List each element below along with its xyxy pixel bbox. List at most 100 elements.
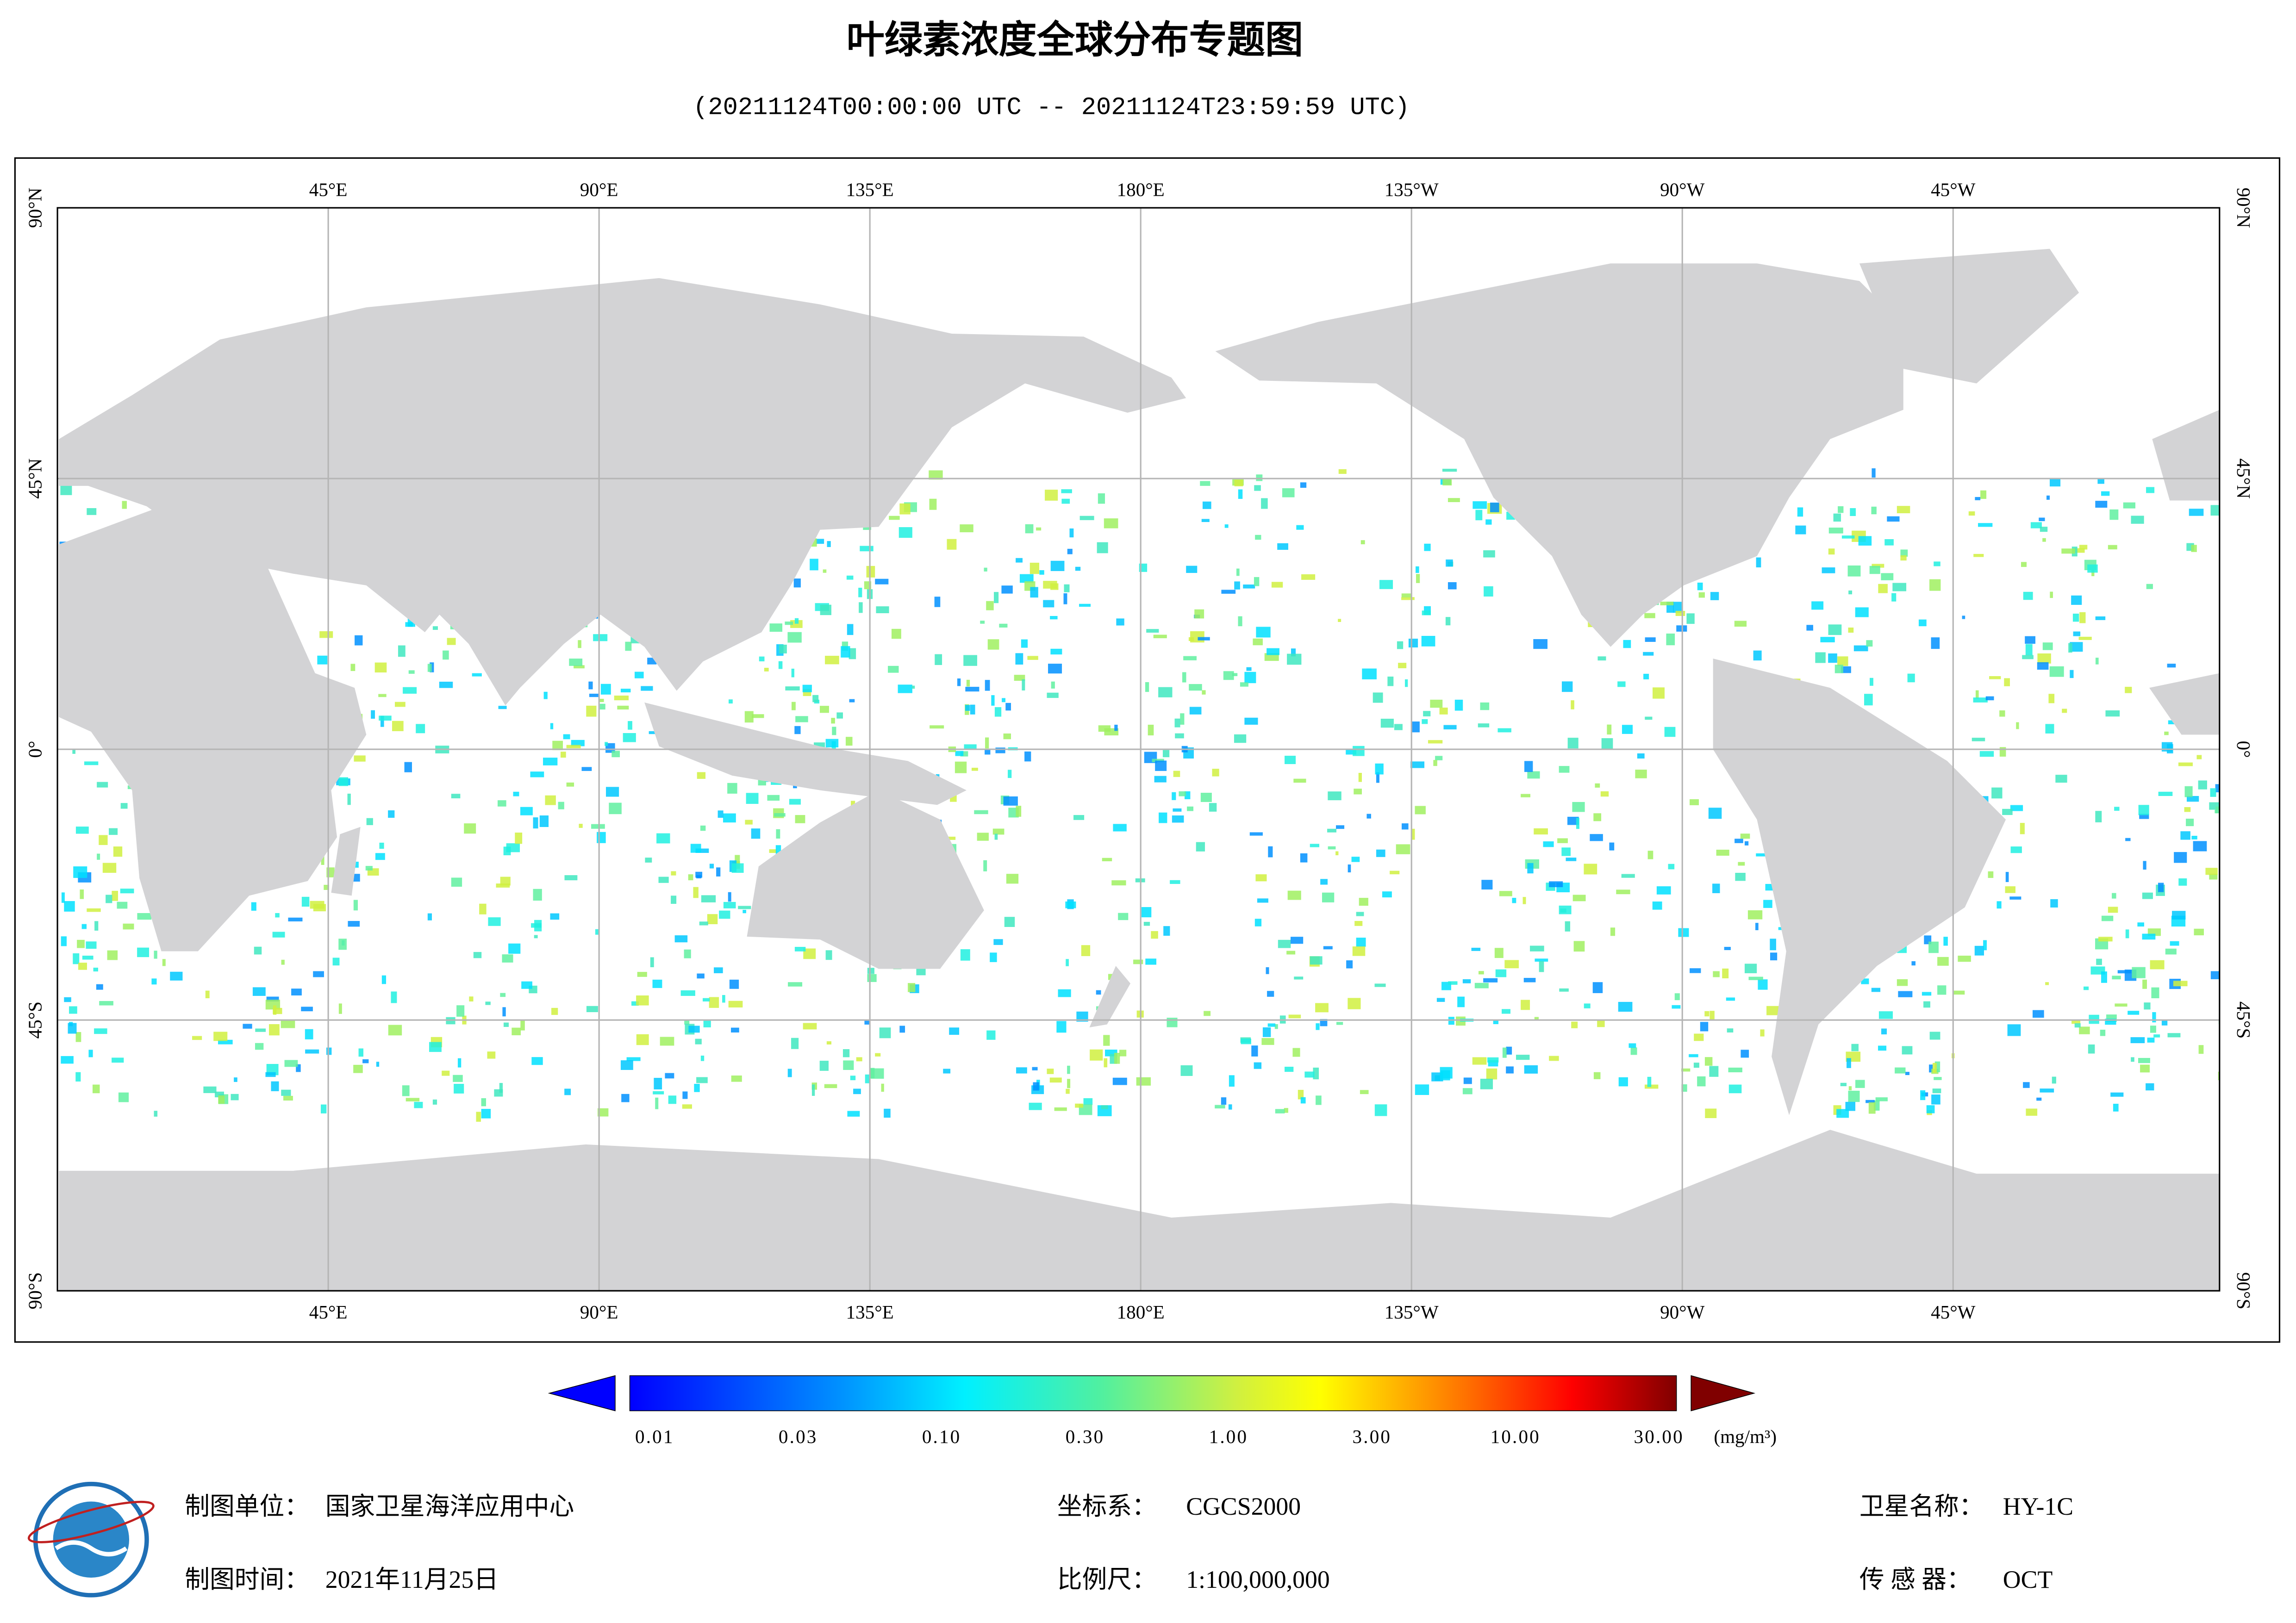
data-patch bbox=[1753, 650, 1762, 661]
data-patch bbox=[1617, 681, 1626, 687]
data-patch bbox=[1698, 592, 1705, 598]
data-patch bbox=[2161, 742, 2173, 752]
data-patch bbox=[2151, 987, 2159, 999]
lon-label-top: 90°E bbox=[580, 179, 618, 200]
data-patch bbox=[1975, 690, 1979, 699]
data-patch bbox=[2210, 971, 2220, 979]
data-patch bbox=[2070, 642, 2083, 652]
data-patch bbox=[703, 998, 710, 1001]
data-patch bbox=[2074, 1023, 2081, 1028]
data-patch bbox=[985, 737, 989, 749]
madagascar bbox=[331, 827, 361, 896]
data-patch bbox=[593, 634, 608, 641]
data-patch bbox=[283, 1095, 293, 1101]
data-patch bbox=[1050, 616, 1058, 620]
graticule-labels: 45°E 45°E 90°E 90°E 135°E 135°E 180°E 180°E 135°… bbox=[24, 179, 2254, 1323]
data-patch bbox=[1898, 991, 1913, 997]
data-patch bbox=[1561, 847, 1571, 856]
data-patch bbox=[1934, 1061, 1940, 1073]
data-patch bbox=[1173, 771, 1180, 777]
data-patch bbox=[2087, 564, 2098, 573]
data-patch bbox=[350, 664, 356, 671]
data-patch bbox=[550, 723, 554, 729]
data-patch bbox=[965, 687, 980, 692]
data-patch bbox=[266, 996, 279, 1001]
data-patch bbox=[503, 1022, 509, 1027]
data-patch bbox=[1201, 519, 1210, 522]
data-patch bbox=[564, 1088, 571, 1095]
data-patch bbox=[1081, 945, 1091, 956]
data-patch bbox=[1597, 656, 1606, 661]
data-patch bbox=[2002, 808, 2013, 815]
data-patch bbox=[2165, 948, 2177, 955]
data-patch bbox=[693, 887, 699, 898]
lat-label-left: 45°N bbox=[24, 458, 45, 498]
data-patch bbox=[406, 1098, 420, 1101]
data-patch bbox=[849, 648, 856, 659]
data-patch bbox=[1962, 616, 1965, 619]
data-patch bbox=[1416, 574, 1420, 583]
data-patch bbox=[1264, 653, 1279, 661]
data-patch bbox=[394, 702, 406, 707]
lon-label-bottom: 135°W bbox=[1385, 1301, 1439, 1323]
data-patch bbox=[626, 1057, 641, 1061]
data-patch bbox=[599, 703, 605, 710]
data-patch bbox=[1820, 637, 1835, 642]
data-patch bbox=[1423, 711, 1431, 716]
data-patch bbox=[255, 1028, 266, 1032]
data-patch bbox=[1186, 566, 1198, 573]
sensor-label: 传 感 器： bbox=[1859, 1566, 1972, 1593]
data-patch bbox=[338, 777, 349, 786]
data-patch bbox=[1878, 584, 1888, 593]
data-patch bbox=[1253, 638, 1263, 646]
data-patch bbox=[1463, 1077, 1472, 1084]
data-patch bbox=[1066, 1088, 1070, 1094]
data-patch bbox=[1430, 699, 1443, 708]
data-patch bbox=[1471, 947, 1481, 951]
data-patch bbox=[2210, 505, 2220, 516]
data-patch bbox=[1815, 652, 1826, 663]
data-patch bbox=[500, 993, 506, 997]
data-patch bbox=[746, 793, 759, 804]
data-patch bbox=[1902, 1046, 1913, 1055]
producer-label: 制图单位： bbox=[185, 1492, 309, 1520]
data-patch bbox=[1255, 874, 1267, 882]
data-patch bbox=[93, 967, 98, 972]
sensor: OCT bbox=[2003, 1566, 2053, 1593]
data-patch bbox=[1359, 898, 1368, 906]
data-patch bbox=[2138, 805, 2149, 815]
data-patch bbox=[2049, 666, 2064, 677]
data-patch bbox=[1756, 853, 1766, 857]
data-patch bbox=[791, 702, 796, 710]
data-patch bbox=[990, 952, 997, 962]
data-patch bbox=[1881, 573, 1894, 580]
data-patch bbox=[469, 996, 474, 1001]
data-patch bbox=[2042, 538, 2046, 542]
data-patch bbox=[1980, 490, 1987, 499]
data-patch bbox=[1485, 519, 1492, 525]
data-patch bbox=[1770, 952, 1778, 961]
data-patch bbox=[2152, 1012, 2156, 1023]
data-patch bbox=[1474, 983, 1489, 989]
data-patch bbox=[1284, 1108, 1288, 1113]
data-patch bbox=[1079, 603, 1091, 607]
data-patch bbox=[2132, 967, 2146, 978]
data-patch bbox=[154, 951, 157, 959]
data-patch bbox=[795, 815, 805, 823]
data-patch bbox=[1180, 1065, 1193, 1076]
data-patch bbox=[1770, 939, 1776, 951]
data-patch bbox=[1029, 562, 1040, 574]
data-patch bbox=[275, 913, 280, 918]
lat-label-right: 45°N bbox=[2233, 458, 2254, 498]
data-patch bbox=[60, 485, 72, 495]
data-patch bbox=[381, 975, 387, 984]
data-patch bbox=[1410, 828, 1415, 840]
crs-label: 坐标系： bbox=[1057, 1492, 1157, 1520]
data-patch bbox=[836, 712, 843, 719]
data-patch bbox=[1200, 793, 1212, 802]
data-patch bbox=[332, 958, 340, 966]
data-patch bbox=[1932, 1063, 1937, 1073]
data-patch bbox=[348, 921, 360, 927]
data-patch bbox=[707, 914, 718, 924]
data-patch bbox=[2108, 545, 2117, 550]
